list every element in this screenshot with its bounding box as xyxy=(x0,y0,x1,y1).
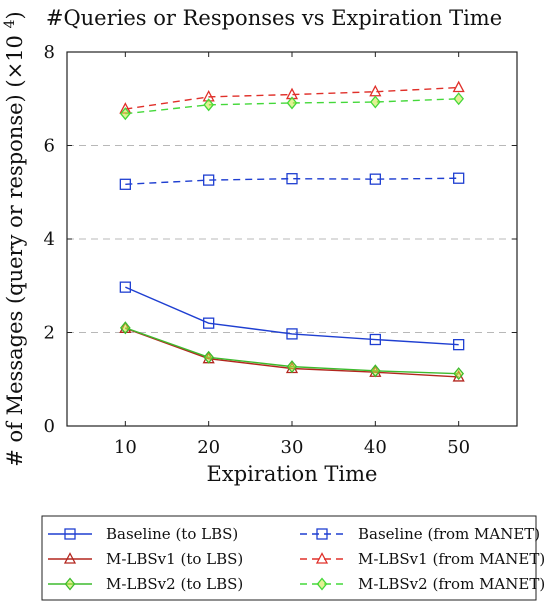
data-point xyxy=(203,98,215,112)
series-1 xyxy=(119,281,465,351)
y-tick-label: 6 xyxy=(44,136,55,157)
data-point xyxy=(453,92,465,106)
data-point xyxy=(119,281,131,293)
legend-label: M-LBSv1 (to LBS) xyxy=(106,550,243,568)
legend-label: M-LBSv2 (from MANET) xyxy=(358,575,545,593)
data-point xyxy=(369,364,381,378)
series-line xyxy=(125,177,459,186)
legend-label: Baseline (to LBS) xyxy=(106,525,238,543)
series-layer xyxy=(119,80,465,382)
legend-marker xyxy=(64,577,76,591)
series-line xyxy=(125,98,459,115)
y-tick-label: 2 xyxy=(44,323,55,344)
legend-item: Baseline (to LBS) xyxy=(48,525,238,543)
series-6 xyxy=(119,92,465,121)
legend-marker xyxy=(315,552,329,564)
legend-label: M-LBSv2 (to LBS) xyxy=(106,575,243,593)
legend-item: M-LBSv2 (from MANET) xyxy=(300,575,545,593)
data-point xyxy=(286,360,298,374)
data-point xyxy=(453,367,465,381)
y-tick-label: 0 xyxy=(44,416,55,437)
y-tick-label: 4 xyxy=(44,229,55,250)
legend-marker xyxy=(64,528,76,540)
data-point xyxy=(452,80,465,93)
data-point xyxy=(286,328,298,340)
series-4 xyxy=(119,172,465,190)
series-line xyxy=(125,86,459,110)
data-point xyxy=(119,107,131,121)
y-tick-label: 8 xyxy=(44,42,55,63)
grid xyxy=(67,145,517,333)
data-point xyxy=(286,173,298,185)
legend-marker xyxy=(316,577,328,591)
data-point xyxy=(369,173,381,185)
data-point xyxy=(203,174,215,186)
x-tick-label: 30 xyxy=(281,437,304,458)
data-point xyxy=(286,96,298,110)
data-point xyxy=(119,321,131,335)
data-point xyxy=(453,339,465,351)
legend-items: Baseline (to LBS) M-LBSv1 (to LBS) M-LBSv2… xyxy=(48,525,545,593)
x-tick-label: 10 xyxy=(114,437,137,458)
x-tick-label: 20 xyxy=(197,437,220,458)
axis-ticks: 0 2 4 6 8 10 20 30 40 50 xyxy=(44,42,517,458)
x-tick-label: 40 xyxy=(364,437,387,458)
x-axis-label: Expiration Time xyxy=(207,462,378,486)
x-tick-label: 50 xyxy=(447,437,470,458)
legend-marker xyxy=(63,552,77,564)
data-point xyxy=(119,178,131,190)
legend-label: Baseline (from MANET) xyxy=(358,525,540,543)
series-3 xyxy=(119,321,465,381)
legend xyxy=(41,515,537,601)
chart-title: #Queries or Responses vs Expiration Time xyxy=(46,6,502,30)
data-point xyxy=(453,172,465,184)
data-point xyxy=(369,333,381,346)
legend-item: M-LBSv2 (to LBS) xyxy=(48,575,243,593)
legend-item: M-LBSv1 (to LBS) xyxy=(48,550,243,568)
data-point xyxy=(369,95,381,109)
data-point xyxy=(203,350,215,364)
legend-item: Baseline (from MANET) xyxy=(300,525,540,543)
legend-label: M-LBSv1 (from MANET) xyxy=(358,550,545,568)
legend-item: M-LBSv1 (from MANET) xyxy=(300,550,545,568)
y-axis-label: # of Messages (query or response) (×10 4… xyxy=(2,11,27,466)
data-point xyxy=(203,317,215,329)
series-line xyxy=(125,286,459,346)
legend-marker xyxy=(316,528,328,540)
